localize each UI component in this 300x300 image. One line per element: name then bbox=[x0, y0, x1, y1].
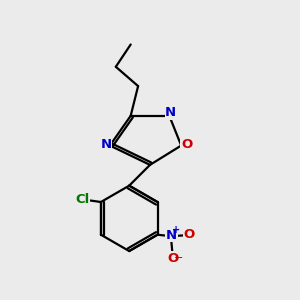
Text: O: O bbox=[183, 228, 195, 241]
Text: +: + bbox=[172, 225, 180, 235]
Text: O: O bbox=[168, 252, 179, 265]
Text: N: N bbox=[165, 106, 176, 119]
Text: O: O bbox=[181, 138, 192, 152]
Text: N: N bbox=[100, 138, 112, 151]
Text: −: − bbox=[174, 254, 184, 263]
Text: Cl: Cl bbox=[75, 193, 89, 206]
Text: N: N bbox=[166, 229, 177, 242]
